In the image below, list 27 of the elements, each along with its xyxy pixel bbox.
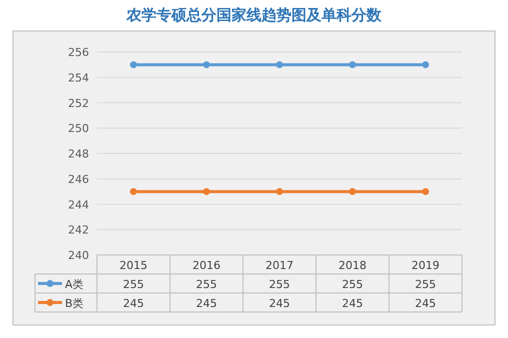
- x-tick-label: 2018: [338, 259, 366, 272]
- y-tick-label: 240: [68, 249, 89, 262]
- legend-label: A类: [65, 278, 84, 291]
- data-label: 255: [415, 278, 436, 291]
- data-label: 255: [342, 278, 363, 291]
- data-label: 255: [196, 278, 217, 291]
- x-tick-label: 2015: [120, 259, 148, 272]
- y-tick-label: 254: [68, 71, 89, 84]
- x-tick-label: 2019: [412, 259, 440, 272]
- legend-label: B类: [65, 297, 84, 310]
- y-tick-label: 244: [68, 198, 89, 212]
- y-tick-label: 252: [68, 96, 89, 110]
- data-label: 245: [342, 297, 363, 310]
- data-label: 245: [415, 297, 436, 310]
- y-tick-label: 256: [68, 46, 89, 59]
- data-label: 245: [269, 297, 290, 310]
- y-tick-label: 242: [68, 224, 89, 237]
- x-tick-label: 2017: [266, 259, 294, 272]
- data-label: 245: [123, 297, 144, 310]
- data-label: 255: [269, 278, 290, 291]
- data-label: 245: [196, 297, 217, 310]
- x-tick-label: 2016: [192, 259, 220, 272]
- y-tick-label: 248: [68, 148, 89, 160]
- data-label: 255: [123, 278, 144, 291]
- y-tick-label: 246: [68, 172, 89, 186]
- chart-title: 农学专硕总分国家线趋势图及单科分数: [126, 6, 382, 24]
- y-tick-label: 250: [68, 122, 89, 136]
